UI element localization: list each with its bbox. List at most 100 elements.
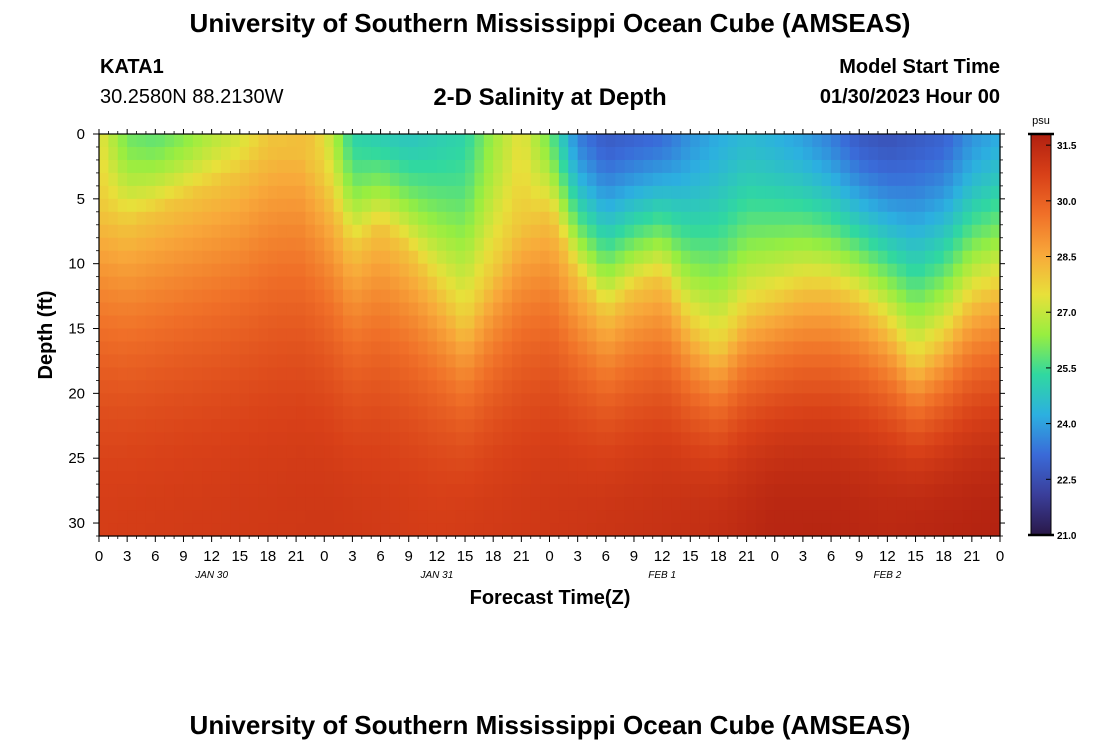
heat-cell (145, 523, 156, 537)
heat-cell (333, 484, 344, 498)
heat-cell (943, 354, 954, 369)
heat-cell (493, 211, 504, 226)
heat-cell (99, 484, 109, 498)
heat-cell (906, 172, 917, 187)
heat-cell (127, 276, 138, 291)
heat-cell (605, 198, 616, 213)
heat-cell (286, 523, 297, 537)
heat-cell (99, 134, 109, 148)
heat-cell (971, 471, 982, 485)
heat-cell (840, 328, 851, 343)
heat-cell (314, 211, 325, 226)
heat-cell (136, 510, 147, 524)
heat-cell (230, 367, 241, 381)
heat-cell (511, 276, 522, 291)
heat-cell (577, 471, 588, 485)
heat-cell (540, 159, 551, 174)
heat-cell (662, 276, 673, 291)
heat-cell (709, 328, 720, 343)
heat-cell (859, 185, 870, 200)
heat-cell (793, 211, 804, 226)
heat-cell (352, 393, 363, 407)
heat-cell (108, 471, 119, 485)
heat-cell (821, 445, 832, 459)
heat-cell (183, 445, 194, 459)
heat-cell (343, 328, 354, 343)
heat-cell (305, 523, 316, 537)
heat-cell (267, 380, 278, 394)
heat-cell (906, 497, 917, 511)
heat-cell (671, 224, 682, 239)
heat-cell (230, 198, 241, 213)
heat-cell (108, 146, 119, 161)
heat-cell (239, 393, 250, 407)
heat-cell (699, 302, 710, 317)
heat-cell (831, 523, 842, 537)
heat-cell (615, 289, 626, 304)
heat-cell (746, 250, 757, 265)
heat-cell (399, 315, 410, 330)
heat-cell (99, 172, 109, 187)
heat-cell (906, 523, 917, 537)
heat-cell (774, 289, 785, 304)
heat-cell (202, 302, 213, 317)
heat-cell (831, 185, 842, 200)
heat-cell (605, 328, 616, 343)
heat-cell (371, 302, 382, 317)
heat-cell (483, 302, 494, 317)
heat-cell (549, 367, 560, 381)
heat-cell (840, 380, 851, 394)
heat-cell (840, 510, 851, 524)
heat-cell (474, 367, 485, 381)
heat-cell (915, 523, 926, 537)
heat-cell (971, 393, 982, 407)
heat-cell (408, 380, 419, 394)
heat-cell (549, 134, 560, 148)
heat-cell (249, 250, 260, 265)
x-tick-label: 18 (260, 548, 277, 565)
heat-cell (314, 341, 325, 356)
heat-cell (521, 185, 532, 200)
heat-cell (511, 419, 522, 433)
heat-cell (709, 289, 720, 304)
heat-cell (587, 380, 598, 394)
heat-cell (774, 302, 785, 317)
heat-cell (314, 497, 325, 511)
heat-cell (296, 198, 307, 213)
heat-cell (117, 497, 128, 511)
heat-cell (821, 134, 832, 148)
heat-cell (221, 354, 231, 369)
heat-cell (587, 224, 598, 239)
heat-cell (183, 276, 194, 291)
heat-cell (887, 237, 898, 252)
heat-cell (155, 146, 166, 161)
heat-cell (812, 159, 823, 174)
heat-cell (511, 328, 522, 343)
heat-cell (718, 510, 729, 524)
heat-cell (690, 393, 701, 407)
heat-cell (934, 471, 945, 485)
heat-cell (117, 302, 128, 317)
heat-cell (793, 250, 804, 265)
heat-cell (765, 159, 776, 174)
heat-cell (643, 354, 654, 369)
x-tick-label: 3 (573, 548, 581, 565)
heat-cell (502, 510, 513, 524)
heat-cell (192, 134, 203, 148)
heat-cell (812, 302, 823, 317)
heat-cell (953, 419, 964, 433)
heat-cell (305, 250, 316, 265)
heat-cell (324, 237, 335, 252)
heat-cell (418, 146, 429, 161)
heat-cell (605, 484, 616, 498)
heat-cell (333, 315, 344, 330)
heat-cell (849, 302, 860, 317)
heat-cell (896, 276, 907, 291)
heat-cell (652, 458, 663, 472)
heat-cell (971, 302, 982, 317)
heat-cell (502, 523, 513, 537)
heat-cell (483, 354, 494, 369)
heat-cell (662, 289, 673, 304)
heat-cell (699, 328, 710, 343)
heat-cell (709, 263, 720, 278)
